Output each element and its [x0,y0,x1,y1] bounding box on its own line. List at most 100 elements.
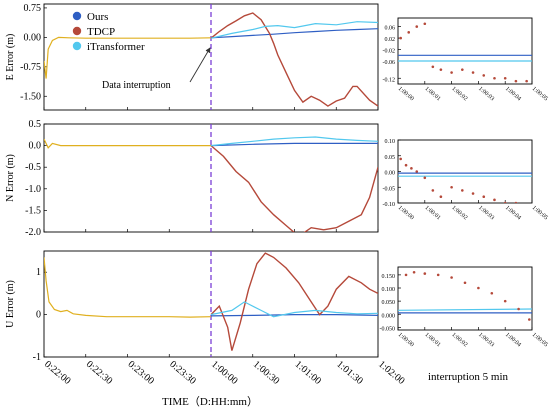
annotation-arrow [189,47,211,83]
data-point-tdcp [461,68,464,71]
y-tick-label: 0.06 [385,26,396,32]
data-point-tdcp [493,76,496,80]
legend-label: Ours [87,11,108,23]
y-tick-label: 0.100 [382,287,396,293]
inset-E-inset: 0.06 0.02 -0.02 -0.06 -0.121:00:00 1:00:01 1:0… [383,17,549,102]
plot-frame [397,17,533,85]
data-point-tdcp [410,167,413,170]
data-point-tdcp [471,71,475,74]
y-axis-label: U Error (m) [5,280,16,328]
x-tick-label: 1:02:00 [376,359,406,387]
series-pre-interruption [44,36,212,79]
data-point-tdcp [436,273,440,277]
data-point-tdcp [514,79,518,83]
data-point-tdcp [477,286,480,290]
y-tick-label: 0.75 [24,3,42,14]
data-point-tdcp [463,281,467,285]
y-tick-label: -0.12 [383,77,396,83]
x-tick-label: 1:00:03 [477,86,495,102]
x-axis-label: TIME（D:HH:mm） [162,395,258,408]
y-tick-label: -0.75 [20,62,41,73]
data-point-tdcp [461,189,464,192]
series-ours [210,28,378,39]
y-tick-label: 0.000 [382,313,396,319]
x-tick-label: 1:00:01 [424,332,442,348]
y-tick-label: 0.00 [385,171,396,177]
data-point-tdcp [450,276,453,279]
data-point-tdcp [490,291,494,295]
x-tick-label: 1:00:01 [424,205,442,221]
data-point-tdcp [423,22,427,26]
series-group [398,22,532,83]
y-tick-label: 0.150 [382,274,396,280]
data-point-tdcp [450,185,453,189]
data-point-tdcp [412,270,416,274]
series-group [398,270,532,321]
y-axis-label: N Error (m) [5,154,16,202]
data-point-tdcp [415,25,419,28]
x-tick-label: 0:22:30 [84,359,114,387]
legend: Ours TDCP iTransformer [72,11,145,53]
series-tdcp [210,12,378,107]
series-group [44,136,378,232]
y-tick-label: -1.5 [25,205,41,216]
x-tick-label: 1:00:02 [450,86,468,102]
data-point-tdcp [503,299,507,303]
y-tick-label: 1 [36,267,41,278]
data-point-tdcp [423,272,427,275]
inset-caption: interruption 5 min [428,371,509,383]
series-group [44,252,378,351]
y-tick-label: -0.02 [383,49,396,55]
y-tick-label: 0.5 [29,119,42,130]
data-point-tdcp [423,176,427,180]
interruption-annotation: Data interruption [102,80,171,91]
x-tick-label: 1:00:30 [251,359,281,387]
data-point-tdcp [439,195,443,198]
legend-marker [72,26,82,36]
x-tick-label: 1:01:00 [293,359,323,387]
y-tick-label: -1.0 [25,184,41,195]
x-tick-label: 1:00:00 [397,332,415,348]
y-tick-label: -0.10 [383,202,396,208]
x-tick-label: 0:22:00 [42,359,72,387]
y-tick-label: 0.00 [24,32,42,43]
x-tick-label: 1:00:04 [504,332,522,348]
y-tick-label: 0.02 [385,37,396,43]
series-tdcp [210,252,378,351]
plot-frame [397,266,533,331]
y-tick-label: 0.0 [29,141,42,152]
data-point-tdcp [493,198,496,202]
data-point-tdcp [514,201,518,203]
series-group [398,157,532,203]
x-tick-label: 1:01:30 [334,359,364,387]
data-point-tdcp [482,195,486,198]
data-point-tdcp [525,79,528,83]
y-tick-label: -0.05 [383,186,396,192]
y-tick-label: -0.06 [383,60,396,66]
legend-marker [72,41,82,51]
y-tick-label: -1 [33,352,41,363]
series-pre-interruption [44,138,211,149]
panel-N: 0.5 0.0 -0.5 -1.0 -1.5 -2.0 N Error (m) [5,119,379,238]
x-tick-label: 1:00:02 [450,205,468,221]
x-tick-label: 1:00:02 [450,332,468,348]
data-point-tdcp [431,189,435,192]
panel-U: 1 0 -10:22:00 0:22:30 0:23:00 0:23:30 1:00:00 1… [5,250,407,387]
x-tick-label: 1:00:00 [397,205,415,221]
y-tick-label: -0.5 [25,162,41,173]
data-point-tdcp [503,201,507,203]
x-tick-label: 1:00:03 [477,205,495,221]
y-tick-label: 0.10 [385,139,396,145]
y-tick-label: 0.05 [385,155,396,161]
y-tick-label: 0 [36,310,41,321]
plot-frame [397,139,533,204]
series-itransformer [210,21,378,39]
x-tick-label: 1:00:03 [477,332,495,348]
data-point-tdcp [399,36,402,40]
inset-N-inset: 0.10 0.05 0.00 -0.05 -0.10 1:00:00 1:00:01 1:00… [383,139,549,221]
data-point-tdcp [528,318,531,321]
x-tick-label: 1:00:04 [504,86,522,102]
x-tick-label: 1:00:05 [531,86,549,102]
x-tick-label: 0:23:00 [126,359,156,387]
